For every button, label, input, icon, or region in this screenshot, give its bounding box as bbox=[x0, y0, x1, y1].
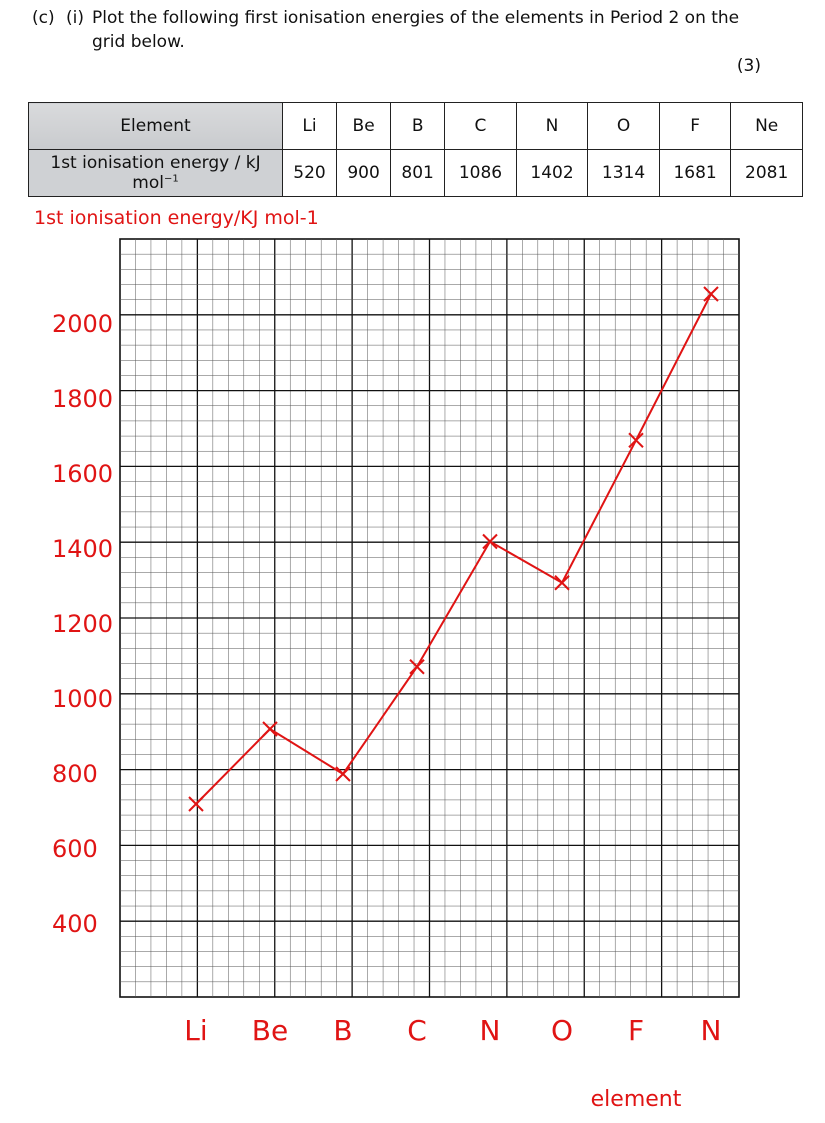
data-point-marker bbox=[262, 721, 278, 737]
x-tick-label: N bbox=[701, 1014, 722, 1047]
element-cell: B bbox=[390, 102, 446, 150]
energy-header-text: 1st ionisation energy / kJ mol bbox=[50, 153, 261, 193]
question-label: (c) bbox=[32, 8, 55, 28]
y-tick-label: 1600 bbox=[52, 460, 113, 488]
series-segment bbox=[195, 728, 271, 805]
element-cell: O bbox=[587, 102, 660, 150]
y-axis-label: 1st ionisation energy/KJ mol-1 bbox=[34, 207, 319, 229]
marker-stroke bbox=[335, 766, 351, 782]
question-part: (i) bbox=[66, 8, 84, 28]
data-point-marker bbox=[335, 766, 351, 782]
series-segment bbox=[342, 665, 418, 775]
energy-cell: 1402 bbox=[515, 149, 589, 197]
question-line-1: Plot the following first ionisation ener… bbox=[92, 8, 740, 28]
question-line-2: grid below. bbox=[92, 32, 185, 52]
data-point-marker bbox=[628, 432, 644, 448]
y-tick-label: 1800 bbox=[52, 385, 113, 413]
y-tick-label: 600 bbox=[52, 835, 98, 863]
energy-cell: 2081 bbox=[730, 149, 803, 197]
y-tick-label: 800 bbox=[52, 760, 98, 788]
y-tick-label: 1200 bbox=[52, 610, 113, 638]
x-tick-label: N bbox=[480, 1014, 501, 1047]
data-point-marker bbox=[409, 659, 425, 675]
x-tick-label: Li bbox=[184, 1014, 207, 1047]
y-tick-label: 400 bbox=[52, 910, 98, 938]
question-text: (c) (i) Plot the following first ionisat… bbox=[32, 6, 739, 54]
element-header: Element bbox=[28, 102, 283, 150]
x-tick-label: F bbox=[628, 1014, 644, 1047]
marker-stroke bbox=[554, 575, 570, 591]
label-layer: 2000 1800 1600 1400 1200 1000 800 600 400 Li Be B C N… bbox=[34, 207, 721, 1112]
energy-row: 1st ionisation energy / kJ mol−1 520 900… bbox=[28, 149, 803, 197]
marker-stroke bbox=[262, 721, 278, 737]
marks-label: (3) bbox=[736, 56, 761, 76]
energy-header: 1st ionisation energy / kJ mol−1 bbox=[28, 149, 283, 197]
x-tick-label: B bbox=[333, 1014, 352, 1047]
y-tick-label: 1400 bbox=[52, 535, 113, 563]
element-row: Element Li Be B C N O F Ne bbox=[28, 102, 803, 150]
series-segment bbox=[416, 540, 491, 668]
data-point-marker bbox=[554, 575, 570, 591]
series-segment bbox=[489, 540, 563, 584]
x-tick-label: C bbox=[407, 1014, 427, 1047]
series-segment bbox=[561, 439, 637, 584]
x-tick-label: Be bbox=[252, 1014, 288, 1047]
ionisation-energy-table: Element Li Be B C N O F Ne 1st ionisatio… bbox=[28, 102, 803, 197]
plot-layer bbox=[188, 286, 719, 812]
element-cell: F bbox=[658, 102, 732, 150]
energy-cell: 520 bbox=[281, 149, 338, 197]
y-tick-label: 2000 bbox=[52, 310, 113, 338]
energy-cell: 801 bbox=[390, 149, 446, 197]
marker-stroke bbox=[482, 533, 498, 550]
energy-cell: 1681 bbox=[658, 149, 732, 197]
energy-cell: 1314 bbox=[587, 149, 660, 197]
series-segment bbox=[269, 728, 344, 775]
energy-cell: 1086 bbox=[444, 149, 517, 197]
marker-stroke bbox=[628, 432, 644, 448]
data-point-marker bbox=[482, 533, 498, 550]
element-cell: Ne bbox=[730, 102, 803, 150]
data-point-marker bbox=[188, 796, 204, 812]
x-tick-label: O bbox=[551, 1014, 573, 1047]
element-cell: N bbox=[515, 102, 589, 150]
graph-paper-grid bbox=[119, 238, 740, 998]
marker-stroke bbox=[188, 796, 204, 812]
series-segment bbox=[635, 293, 712, 442]
element-cell: C bbox=[444, 102, 517, 150]
marker-stroke bbox=[409, 659, 425, 675]
marker-stroke bbox=[703, 286, 719, 302]
element-cell: Li bbox=[281, 102, 338, 150]
x-axis-label: element bbox=[591, 1087, 682, 1112]
ionisation-energy-chart: 2000 1800 1600 1400 1200 1000 800 600 400 Li Be B C N… bbox=[34, 207, 740, 1112]
element-cell: Be bbox=[336, 102, 392, 150]
data-point-marker bbox=[703, 286, 719, 302]
energy-cell: 900 bbox=[336, 149, 392, 197]
energy-header-sup: −1 bbox=[163, 173, 179, 185]
y-tick-label: 1000 bbox=[52, 685, 113, 713]
